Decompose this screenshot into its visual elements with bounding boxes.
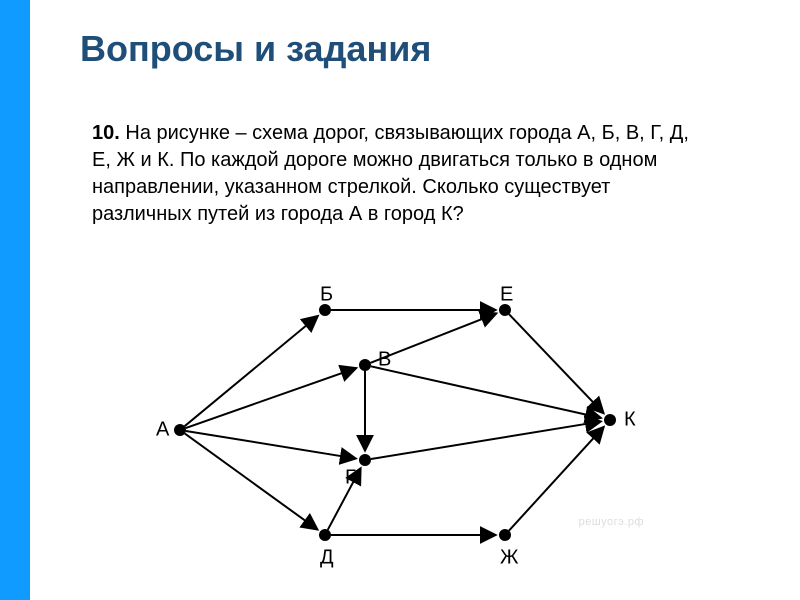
- node-J: [499, 529, 511, 541]
- edge-J-K: [509, 427, 604, 531]
- node-label-A: А: [156, 418, 170, 440]
- node-G: [359, 454, 371, 466]
- node-B: [319, 304, 331, 316]
- node-label-J: Ж: [500, 546, 519, 568]
- road-graph: А Б В Г Д Е Ж К решуогэ.рф: [150, 280, 650, 580]
- watermark: решуогэ.рф: [579, 516, 644, 528]
- task-text: 10. На рисунке – схема дорог, связывающи…: [92, 120, 712, 228]
- task-body: На рисунке – схема дорог, связывающих го…: [92, 122, 689, 225]
- node-V: [359, 359, 371, 371]
- node-K: [604, 414, 616, 426]
- task-number: 10.: [92, 122, 120, 144]
- page-title: Вопросы и задания: [80, 28, 431, 70]
- edge-A-G: [186, 431, 356, 459]
- node-label-E: Е: [500, 283, 513, 305]
- node-label-D: Д: [320, 546, 334, 568]
- accent-sidebar: [0, 0, 30, 600]
- node-A: [174, 424, 186, 436]
- edge-G-K: [371, 421, 601, 459]
- edge-E-K: [509, 314, 604, 413]
- edge-A-B: [185, 316, 318, 426]
- node-label-G: Г: [345, 466, 356, 488]
- edge-A-V: [186, 368, 357, 428]
- node-label-K: К: [624, 408, 636, 430]
- node-D: [319, 529, 331, 541]
- node-label-V: В: [378, 348, 391, 370]
- node-E: [499, 304, 511, 316]
- node-label-B: Б: [320, 283, 333, 305]
- edge-A-D: [185, 434, 318, 530]
